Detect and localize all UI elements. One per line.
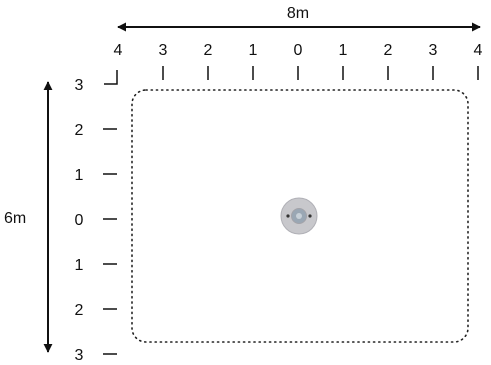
y-tick-label: 0 <box>75 212 84 229</box>
x-tick-label: 0 <box>294 42 303 59</box>
y-tick-label: 3 <box>75 347 84 364</box>
y-tick-label: 1 <box>75 257 84 274</box>
ceiling-sensor-icon <box>280 197 318 235</box>
y-tick-label: 2 <box>75 122 84 139</box>
height-label: 6m <box>4 210 26 227</box>
y-tick-label: 1 <box>75 167 84 184</box>
x-tick-label: 2 <box>204 42 213 59</box>
x-tick-label: 1 <box>249 42 258 59</box>
origin-corner-mark <box>104 70 118 85</box>
y-axis-ticks: 3 2 1 0 1 2 3 <box>75 77 117 364</box>
x-tick-label: 4 <box>114 42 123 59</box>
x-axis-ticks: 4 3 2 1 0 1 2 3 4 <box>114 42 483 80</box>
width-label: 8m <box>287 5 309 22</box>
y-tick-label: 3 <box>75 77 84 94</box>
y-tick-label: 2 <box>75 302 84 319</box>
x-tick-label: 4 <box>474 42 483 59</box>
x-tick-label: 2 <box>384 42 393 59</box>
coverage-area-boundary <box>131 89 469 343</box>
x-tick-label: 3 <box>429 42 438 59</box>
x-tick-label: 1 <box>339 42 348 59</box>
x-tick-label: 3 <box>159 42 168 59</box>
